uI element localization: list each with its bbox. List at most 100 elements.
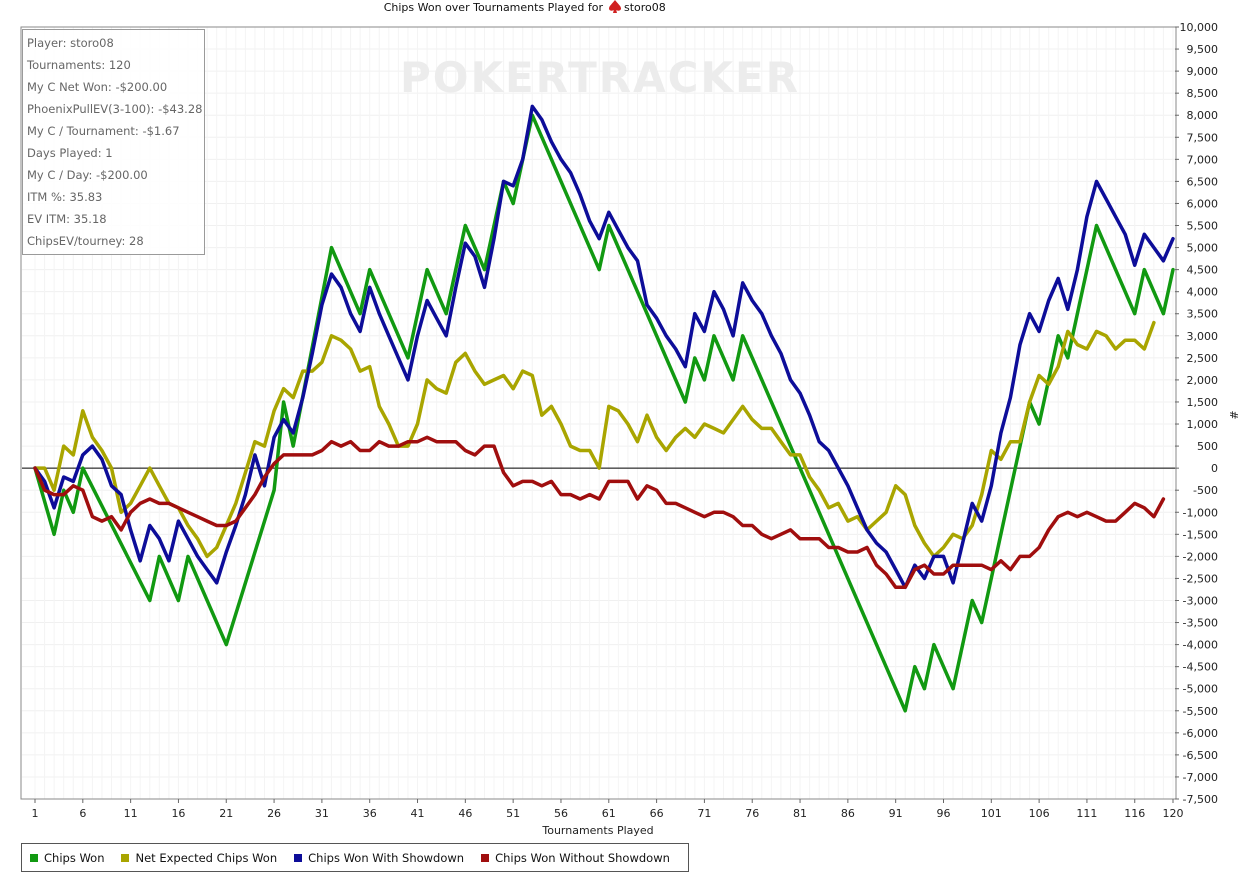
x-tick-label: 26: [267, 807, 281, 820]
spade-icon: [609, 0, 621, 13]
y-tick-label: -4,000: [1183, 639, 1218, 652]
legend-item-with-showdown: Chips Won With Showdown: [294, 851, 464, 865]
series-line-chips-won: [33, 113, 1175, 713]
y-tick-label: -5,500: [1183, 705, 1218, 718]
legend-swatch-chips-won: [30, 853, 38, 862]
y-tick-label: -2,000: [1183, 550, 1218, 563]
plot-frame: [20, 26, 1177, 800]
y-tick-label: 7,000: [1187, 153, 1219, 166]
legend-swatch-without-showdown: [481, 853, 490, 862]
y-tick-label: 3,000: [1187, 330, 1219, 343]
y-tick-label: -2,500: [1183, 572, 1218, 585]
y-tick-label: -1,500: [1183, 528, 1218, 541]
stat-days-played: Days Played: 1: [27, 146, 113, 160]
x-tick-label: 1: [32, 807, 39, 820]
legend-item-chips-won: Chips Won: [30, 851, 104, 865]
y-tick-label: 9,000: [1187, 65, 1219, 78]
y-tick-label: 2,500: [1187, 352, 1219, 365]
x-tick-label: 111: [1076, 807, 1097, 820]
x-tick-label: 41: [411, 807, 425, 820]
y-tick-label: 8,000: [1187, 109, 1219, 122]
y-tick-label: -7,500: [1183, 793, 1218, 806]
x-tick-label: 106: [1029, 807, 1050, 820]
series-line-net-expected: [33, 320, 1156, 559]
series-line-without-showdown: [33, 435, 1166, 590]
y-tick-label: -3,500: [1183, 617, 1218, 630]
series-line-with-showdown: [33, 104, 1175, 590]
stat-itm: ITM %: 35.83: [27, 190, 103, 204]
y-tick-label: 10,000: [1180, 21, 1219, 34]
y-tick-label: -6,500: [1183, 749, 1218, 762]
stat-player: Player: storo08: [27, 36, 114, 50]
legend-item-without-showdown: Chips Won Without Showdown: [481, 851, 670, 865]
y-tick-label: -1,000: [1183, 506, 1218, 519]
y-tick-label: -3,000: [1183, 594, 1218, 607]
legend: Chips Won Net Expected Chips Won Chips W…: [21, 843, 689, 872]
legend-item-net-expected: Net Expected Chips Won: [121, 851, 277, 865]
legend-swatch-net-expected: [121, 853, 130, 862]
x-tick-label: 91: [889, 807, 903, 820]
y-tick-label: -4,500: [1183, 661, 1218, 674]
y-tick-label: 1,500: [1187, 396, 1219, 409]
chart-title: Chips Won over Tournaments Played for: [384, 1, 604, 14]
x-tick-label: 76: [745, 807, 759, 820]
stat-chipsev: ChipsEV/tourney: 28: [27, 234, 144, 248]
y-axis-ticks: -7,500 -7,000 -6,500 -6,000 -5,500 -5,000 -4,5…: [1175, 21, 1218, 806]
x-tick-label: 6: [79, 807, 86, 820]
x-tick-label: 36: [363, 807, 377, 820]
y-tick-label: -6,000: [1183, 727, 1218, 740]
x-tick-label: 120: [1163, 807, 1184, 820]
x-tick-label: 71: [697, 807, 711, 820]
watermark-logo: POKERTRACKER: [400, 53, 800, 102]
x-tick-label: 86: [841, 807, 855, 820]
x-tick-label: 81: [793, 807, 807, 820]
x-tick-label: 56: [554, 807, 568, 820]
x-tick-label: 16: [171, 807, 185, 820]
y-tick-label: 7,500: [1187, 131, 1219, 144]
legend-label: Net Expected Chips Won: [135, 850, 278, 865]
y-axis-label: #: [1227, 410, 1240, 419]
legend-label: Chips Won: [44, 850, 105, 865]
x-tick-label: 51: [506, 807, 520, 820]
stat-per-day: My C / Day: -$200.00: [27, 168, 148, 182]
chart-title-player: storo08: [624, 1, 666, 14]
y-tick-label: -7,000: [1183, 771, 1218, 784]
x-tick-label: 46: [458, 807, 472, 820]
x-tick-label: 101: [981, 807, 1002, 820]
y-tick-label: 5,500: [1187, 220, 1219, 233]
gridlines: [22, 26, 1175, 800]
stat-net-won: My C Net Won: -$200.00: [27, 80, 168, 94]
stat-phoenix-pull-ev: PhoenixPullEV(3-100): -$43.28: [27, 102, 203, 116]
stats-panel: Player: storo08 Tournaments: 120 My C Ne…: [22, 29, 205, 255]
x-tick-label: 11: [124, 807, 138, 820]
x-axis-label: Tournaments Played: [541, 824, 653, 837]
y-tick-label: 4,000: [1187, 286, 1219, 299]
x-tick-label: 21: [219, 807, 233, 820]
x-tick-label: 31: [315, 807, 329, 820]
stat-ev-itm: EV ITM: 35.18: [27, 212, 107, 226]
y-tick-label: -500: [1193, 484, 1218, 497]
series-lines: [33, 104, 1175, 713]
x-tick-label: 116: [1124, 807, 1145, 820]
y-tick-label: 6,500: [1187, 175, 1219, 188]
y-tick-label: 4,500: [1187, 264, 1219, 277]
x-tick-label: 61: [602, 807, 616, 820]
y-tick-label: 3,500: [1187, 308, 1219, 321]
y-tick-label: 0: [1211, 462, 1218, 475]
y-tick-label: 1,000: [1187, 418, 1219, 431]
y-tick-label: 6,000: [1187, 197, 1219, 210]
stat-per-tournament: My C / Tournament: -$1.67: [27, 124, 180, 138]
x-tick-label: 66: [650, 807, 664, 820]
x-tick-label: 96: [936, 807, 950, 820]
legend-label: Chips Won With Showdown: [308, 850, 465, 865]
legend-label: Chips Won Without Showdown: [495, 850, 670, 865]
legend-swatch-with-showdown: [294, 853, 303, 862]
y-tick-label: 5,000: [1187, 242, 1219, 255]
y-tick-label: -5,000: [1183, 683, 1218, 696]
y-tick-label: 2,000: [1187, 374, 1219, 387]
stat-tournaments: Tournaments: 120: [27, 58, 131, 72]
y-tick-label: 500: [1197, 440, 1218, 453]
y-tick-label: 8,500: [1187, 87, 1219, 100]
x-axis-ticks: 1 6 11 16 21 26 31 36 41 46 51 56 61 66 71 76 81 86 91 96 10…: [32, 799, 1184, 820]
